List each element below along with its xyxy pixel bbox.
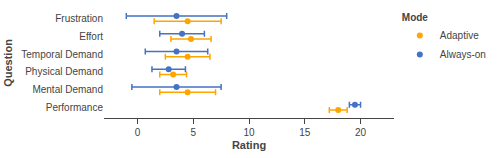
svg-text:Always-on: Always-on — [440, 49, 486, 60]
svg-text:Mode: Mode — [402, 12, 429, 23]
svg-text:5: 5 — [190, 127, 196, 138]
svg-text:Performance: Performance — [46, 102, 104, 113]
svg-text:Frustration: Frustration — [55, 13, 103, 24]
svg-text:10: 10 — [243, 127, 255, 138]
svg-text:Question: Question — [2, 39, 14, 87]
svg-text:Physical Demand: Physical Demand — [25, 66, 103, 77]
svg-text:20: 20 — [355, 127, 367, 138]
svg-text:0: 0 — [135, 127, 141, 138]
svg-text:Mental Demand: Mental Demand — [32, 84, 103, 95]
svg-text:Effort: Effort — [79, 31, 103, 42]
svg-text:Rating: Rating — [232, 139, 266, 151]
svg-text:Adaptive: Adaptive — [440, 30, 479, 41]
svg-text:15: 15 — [299, 127, 311, 138]
svg-text:Temporal Demand: Temporal Demand — [21, 49, 103, 60]
